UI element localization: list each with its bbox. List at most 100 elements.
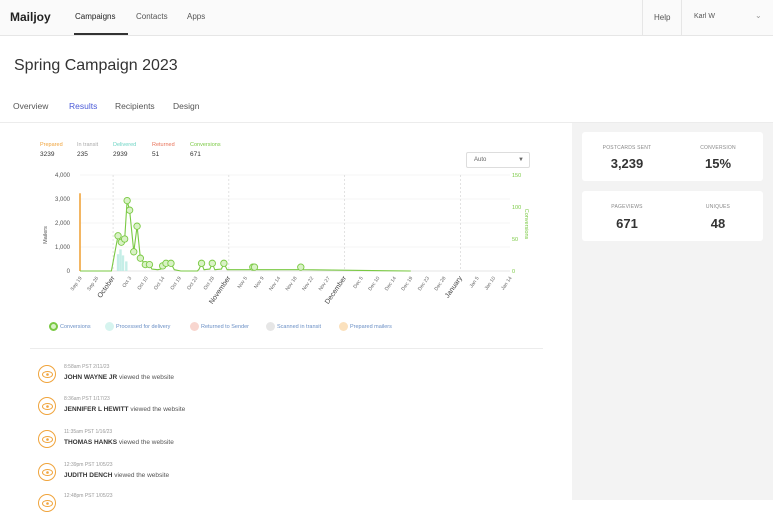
- top-navigation-bar: Mailjoy Campaigns Contacts Apps Help Kar…: [0, 0, 773, 36]
- summary-value: 3239: [40, 151, 55, 158]
- legend-prepared[interactable]: Prepared mailers: [339, 322, 392, 331]
- stats-card-delivery: POSTCARDS SENT 3,239 CONVERSION 15%: [582, 132, 763, 181]
- summary-value: 671: [190, 151, 201, 158]
- legend-dot: [49, 322, 58, 331]
- app-logo[interactable]: Mailjoy: [10, 10, 51, 24]
- legend-label: Conversions: [60, 323, 91, 330]
- nav-contacts[interactable]: Contacts: [136, 12, 168, 21]
- legend-dot: [105, 322, 114, 331]
- legend-dot: [339, 322, 348, 331]
- stats-card-web: PAGEVIEWS 671 UNIQUES 48: [582, 191, 763, 241]
- conversion-point: [208, 259, 216, 267]
- y-tick-label: 1,000: [55, 245, 71, 251]
- x-tick-label: Dec 14: [384, 276, 398, 293]
- x-tick-label: Oct 14: [153, 276, 166, 292]
- x-tick-label: Oct 3: [121, 276, 133, 289]
- results-chart: 0 1,000 2,000 3,000 4,000 0 50 100 150 Sep 19 Se…: [43, 173, 529, 306]
- activity-item[interactable]: 8:58am PST 2/11/23 JOHN WAYNE JR viewed …: [38, 361, 338, 391]
- x-tick-label: Sep 26: [86, 276, 100, 293]
- tab-overview[interactable]: Overview: [13, 101, 49, 111]
- activity-time: 11:35am PST 1/16/23: [64, 429, 113, 435]
- x-month-label: October: [97, 275, 117, 300]
- conversion-point: [197, 259, 206, 267]
- contact-name[interactable]: THOMAS HANKS: [64, 439, 118, 446]
- x-tick-label: Nov 18: [285, 276, 299, 293]
- processed-bar: [121, 255, 125, 271]
- legend-label: Processed for delivery: [116, 323, 171, 330]
- x-tick-label: Sep 19: [70, 276, 84, 293]
- summary-label: Returned: [152, 142, 175, 148]
- pageviews-value: 671: [616, 216, 638, 231]
- uniques-value: 48: [710, 216, 726, 231]
- conversion-point: [167, 259, 175, 267]
- conversion-point: [297, 263, 305, 271]
- eye-icon: [38, 397, 56, 415]
- summary-value: 2939: [113, 151, 128, 158]
- y2-tick-label: 150: [512, 173, 521, 179]
- x-tick-label: Dec 19: [400, 276, 414, 293]
- help-label: Help: [654, 13, 671, 22]
- user-menu[interactable]: Karl W ⌄: [681, 0, 773, 36]
- x-tick-label: Oct 23: [186, 276, 199, 292]
- activity-text: JOHN WAYNE JR viewed the website: [64, 374, 174, 381]
- activity-time: 12:48pm PST 1/05/23: [64, 493, 113, 499]
- legend-processed[interactable]: Processed for delivery: [105, 322, 170, 331]
- chevron-down-icon: ⌄: [755, 11, 762, 20]
- contact-name[interactable]: JENNIFER L HEWITT: [64, 406, 129, 413]
- summary-label: Prepared: [40, 142, 63, 148]
- legend-scanned[interactable]: Scanned in transit: [266, 322, 321, 331]
- user-name: Karl W: [694, 13, 715, 20]
- tab-results[interactable]: Results: [69, 101, 98, 111]
- activity-action: viewed the website: [114, 472, 170, 479]
- timescale-dropdown[interactable]: Auto ▼: [466, 152, 530, 168]
- nav-campaigns[interactable]: Campaigns: [75, 12, 116, 21]
- x-tick-label: Oct 10: [136, 276, 149, 292]
- y2-tick-label: 50: [512, 237, 518, 243]
- tab-recipients[interactable]: Recipients: [115, 101, 155, 111]
- conversion-point: [133, 222, 141, 230]
- y-tick-label: 3,000: [55, 197, 71, 203]
- legend-dot: [266, 322, 275, 331]
- help-button[interactable]: Help: [642, 0, 681, 36]
- activity-item[interactable]: 12:48pm PST 1/05/23: [38, 490, 338, 520]
- processed-bar: [119, 249, 122, 271]
- summary-label: In transit: [77, 142, 99, 148]
- summary-in-transit: In transit 235: [77, 142, 99, 158]
- activity-item[interactable]: 12:39pm PST 1/05/23 JUDITH DENCH viewed …: [38, 459, 338, 489]
- postcards-sent-label: POSTCARDS SENT: [602, 145, 652, 151]
- eye-icon: [38, 463, 56, 481]
- summary-prepared: Prepared 3239: [40, 142, 63, 158]
- nav-apps[interactable]: Apps: [187, 12, 206, 21]
- activity-time: 12:39pm PST 1/05/23: [64, 462, 113, 468]
- y-axis-label: Mailers: [43, 226, 49, 244]
- x-tick-label: Nov 14: [268, 276, 282, 293]
- contact-name[interactable]: JOHN WAYNE JR: [64, 374, 118, 381]
- tab-design[interactable]: Design: [173, 101, 200, 111]
- activity-item[interactable]: 11:35am PST 1/16/23 THOMAS HANKS viewed …: [38, 426, 338, 456]
- prepared-bar: [79, 193, 81, 271]
- x-tick-label: Dec 10: [367, 276, 381, 293]
- y2-tick-label: 100: [512, 205, 521, 211]
- x-tick-label: Dec 5: [352, 276, 365, 290]
- eye-icon: [38, 430, 56, 448]
- activity-action: viewed the website: [119, 374, 174, 381]
- activity-text: JENNIFER L HEWITT viewed the website: [64, 406, 185, 413]
- nav-active-indicator: [74, 33, 128, 35]
- x-tick-label: Dec 23: [417, 276, 431, 293]
- activity-item[interactable]: 8:36am PST 1/17/23 JENNIFER L HEWITT vie…: [38, 393, 338, 423]
- y2-tick-label: 0: [512, 269, 515, 275]
- activity-time: 8:58am PST 2/11/23: [64, 364, 110, 370]
- conversion-point: [123, 196, 131, 205]
- x-tick-label: Nov 5: [237, 276, 250, 290]
- conversion-label: CONVERSION: [700, 145, 736, 151]
- summary-value: 235: [77, 151, 88, 158]
- legend-conversions[interactable]: Conversions: [49, 322, 91, 331]
- summary-conversions: Conversions 671: [190, 142, 221, 158]
- y-tick-label: 0: [67, 269, 71, 275]
- legend-returned[interactable]: Returned to Sender: [190, 322, 249, 331]
- page-title: Spring Campaign 2023: [14, 57, 178, 74]
- dropdown-value: Auto: [474, 157, 487, 163]
- conversion-point: [130, 248, 138, 256]
- contact-name[interactable]: JUDITH DENCH: [64, 472, 113, 479]
- conversion-point: [250, 263, 259, 271]
